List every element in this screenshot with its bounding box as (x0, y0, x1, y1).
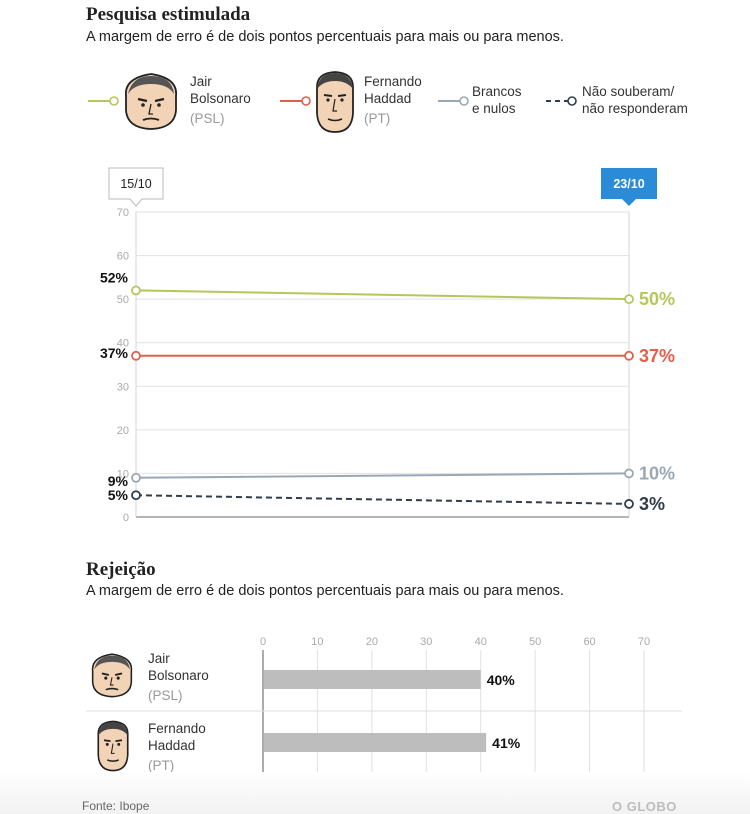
bolsonaro-face-icon (120, 70, 182, 137)
row-name-line1: Jair (148, 651, 170, 666)
bar (264, 670, 481, 689)
date-label-start: 15/10 (108, 167, 164, 207)
footer-band (0, 772, 750, 814)
bar-value-label: 40% (487, 672, 516, 688)
row-party: (PSL) (148, 688, 183, 703)
data-point (624, 468, 634, 479)
row-name-line2: Bolsonaro (148, 668, 209, 683)
legend-party: (PT) (364, 111, 391, 126)
x-tick-label: 10 (311, 636, 323, 648)
data-label-start: 52% (100, 269, 129, 285)
data-label-start: 37% (100, 345, 129, 361)
date-label-box (601, 168, 657, 206)
legend-name-line2: Bolsonaro (190, 91, 251, 106)
data-point (131, 490, 141, 501)
series-line (135, 472, 630, 479)
data-label-end: 50% (639, 289, 675, 309)
y-tick-label: 40 (117, 338, 129, 350)
y-tick-label: 70 (117, 207, 129, 219)
x-tick-label: 0 (260, 636, 266, 648)
bar (264, 733, 487, 752)
haddad-face-icon (313, 69, 357, 140)
y-tick-label: 50 (117, 294, 129, 306)
brand-logo: O GLOBO (612, 799, 677, 814)
legend-swatch-nao-souberam (546, 96, 577, 106)
legend-swatch-haddad (280, 96, 311, 106)
x-tick-label: 20 (366, 636, 378, 648)
legend-name-line1: Fernando (364, 74, 422, 89)
row-name-line2: Haddad (148, 738, 196, 753)
bar-value-label: 41% (492, 735, 521, 751)
data-point (624, 499, 634, 509)
row-party: (PT) (148, 758, 175, 773)
legend-swatch-bolsonaro (88, 96, 119, 106)
y-tick-label: 10 (117, 468, 129, 480)
series-line (135, 289, 630, 301)
data-point (624, 294, 634, 305)
y-tick-label: 30 (117, 381, 129, 393)
series-line (135, 494, 630, 505)
legend-name-line1: Não souberam/ (582, 84, 675, 99)
x-tick-label: 60 (583, 636, 595, 648)
date-label-end: 23/10 (601, 168, 657, 206)
x-tick-label: 70 (638, 636, 650, 648)
date-label-box (108, 167, 164, 207)
legend-name-line2: não responderam (582, 101, 688, 116)
date-label-text: 23/10 (613, 177, 644, 191)
y-tick-label: 0 (123, 512, 129, 524)
legend-swatch-brancos (438, 96, 469, 106)
rejeicao-title: Rejeição (86, 559, 156, 580)
legend-name-line2: Haddad (364, 91, 412, 106)
data-point (131, 472, 141, 483)
x-tick-label: 40 (475, 636, 487, 648)
date-label-text: 15/10 (120, 177, 151, 191)
data-label-end: 37% (639, 346, 675, 366)
data-label-end: 10% (639, 463, 675, 483)
legend-name-line1: Brancos (472, 84, 522, 99)
data-label-end: 3% (639, 494, 665, 514)
bolsonaro-face-icon (88, 651, 136, 704)
data-label-start: 9% (108, 473, 129, 489)
chart-subtitle: A margem de erro é de dois pontos percen… (86, 29, 564, 45)
haddad-face-icon (95, 718, 131, 779)
row-name-line1: Fernando (148, 721, 206, 736)
data-label-start: 5% (108, 487, 129, 503)
line-chart: 0 10 20 30 40 50 60 70 15/10 23/10 52% 50% 37% 37% 9% 1… (100, 167, 675, 524)
y-tick-label: 20 (117, 425, 129, 437)
data-point (624, 350, 634, 361)
legend-party: (PSL) (190, 111, 225, 126)
data-point (131, 350, 141, 361)
y-tick-label: 60 (117, 251, 129, 263)
chart-title: Pesquisa estimulada (86, 4, 251, 25)
x-tick-label: 30 (420, 636, 432, 648)
data-point (131, 285, 141, 296)
source-note: Fonte: Ibope (82, 799, 150, 813)
legend-name-line2: e nulos (472, 101, 516, 116)
legend-name-line1: Jair (190, 74, 212, 89)
x-tick-label: 50 (529, 636, 541, 648)
rejeicao-subtitle: A margem de erro é de dois pontos percen… (86, 583, 564, 599)
